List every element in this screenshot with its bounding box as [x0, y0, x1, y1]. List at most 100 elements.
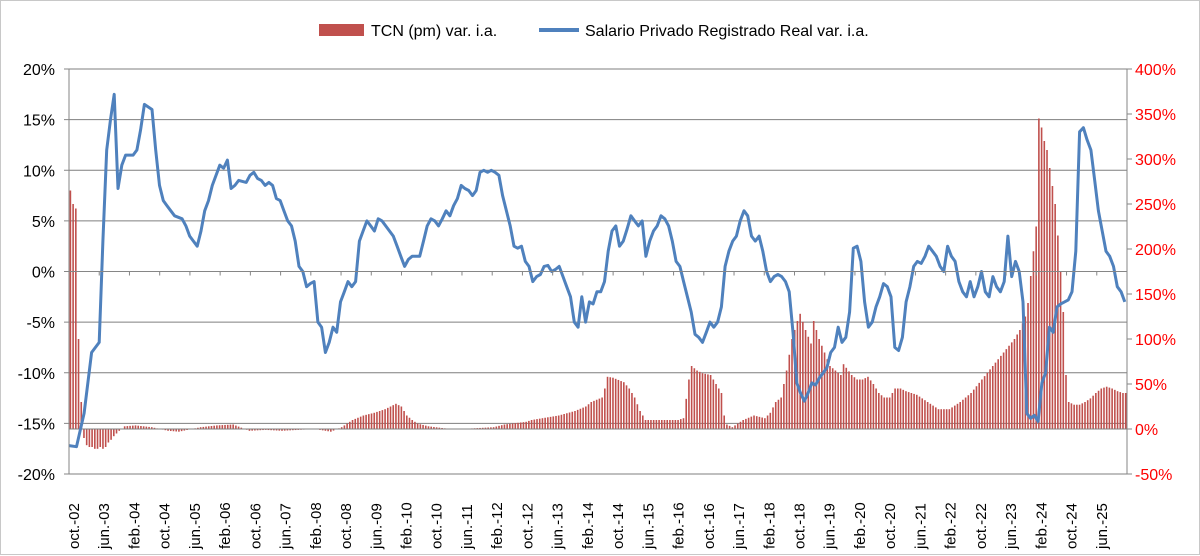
- tcn-bar: [91, 429, 93, 447]
- tcn-bar: [1122, 393, 1124, 429]
- tcn-bar: [674, 420, 677, 429]
- tcn-bar: [894, 388, 896, 429]
- tcn-bar: [604, 388, 606, 429]
- tcn-bar: [614, 378, 617, 429]
- tcn-bar: [799, 313, 801, 429]
- tcn-bar: [693, 368, 696, 429]
- tcn-bar: [642, 415, 644, 429]
- tcn-bar: [229, 424, 232, 429]
- tcn-bar: [321, 429, 324, 431]
- tcn-bar: [834, 370, 837, 429]
- tcn-bar: [422, 424, 424, 429]
- tcn-bar: [916, 394, 918, 429]
- tcn-bar: [647, 420, 650, 429]
- right-tick-label: 300%: [1135, 152, 1176, 169]
- tcn-bar: [183, 429, 186, 431]
- tcn-bar: [509, 423, 511, 429]
- tcn-bar: [845, 367, 848, 429]
- tcn-bar: [812, 321, 815, 429]
- tcn-bar: [500, 425, 503, 429]
- tcn-bar: [739, 421, 742, 429]
- tcn-bar: [696, 370, 698, 429]
- tcn-bar: [555, 415, 557, 429]
- tcn-bar: [609, 377, 612, 429]
- tcn-bar: [167, 429, 169, 431]
- tcn-bar: [419, 424, 422, 429]
- tcn-bar: [601, 397, 603, 429]
- tcn-bar: [129, 425, 131, 429]
- tcn-bar: [701, 373, 704, 429]
- x-tick-label: jun.-15: [640, 503, 657, 550]
- tcn-bar: [498, 425, 500, 429]
- tcn-bar: [218, 425, 221, 429]
- tcn-bar: [289, 429, 291, 431]
- tcn-bar: [172, 429, 175, 432]
- left-tick-label: 10%: [23, 163, 55, 180]
- x-tick-label: oct.-08: [338, 503, 355, 549]
- tcn-bar: [924, 400, 926, 429]
- tcn-bar: [96, 429, 99, 449]
- tcn-bar: [821, 345, 823, 429]
- x-tick-label: oct.-10: [429, 503, 446, 549]
- tcn-bar: [953, 405, 956, 429]
- tcn-bar: [137, 425, 140, 429]
- tcn-bar: [772, 407, 774, 429]
- tcn-bar: [709, 375, 712, 429]
- tcn-bar: [983, 376, 986, 429]
- tcn-bar: [574, 411, 576, 429]
- tcn-bar: [240, 427, 243, 429]
- tcn-bar: [981, 379, 983, 429]
- tcn-bar: [688, 379, 690, 429]
- tcn-bar: [351, 420, 354, 429]
- x-tick-label: jun.-25: [1094, 503, 1111, 550]
- tcn-bar: [717, 388, 720, 429]
- tcn-bar: [216, 425, 218, 429]
- tcn-bar: [164, 429, 167, 431]
- tcn-bar: [840, 375, 842, 429]
- x-tick-label: jun.-09: [368, 503, 385, 550]
- tcn-bar: [617, 379, 620, 429]
- tcn-bar: [102, 429, 104, 449]
- tcn-bar: [576, 409, 579, 429]
- tcn-bar: [606, 376, 609, 429]
- tcn-bar: [1097, 390, 1100, 429]
- tcn-bar: [1116, 391, 1119, 429]
- tcn-bar: [802, 321, 804, 429]
- tcn-bar: [547, 417, 549, 429]
- tcn-bar: [566, 413, 568, 429]
- tcn-bar: [330, 429, 332, 432]
- tcn-bar: [750, 416, 753, 429]
- tcn-bar-series: [69, 118, 1127, 449]
- tcn-bar: [506, 424, 508, 429]
- tcn-bar: [631, 393, 633, 429]
- tcn-bar: [755, 416, 758, 429]
- tcn-bar: [278, 429, 281, 431]
- tcn-bar: [793, 330, 796, 429]
- tcn-bar: [88, 429, 91, 447]
- x-tick-label: oct.-02: [66, 503, 83, 549]
- tcn-bar: [484, 427, 487, 429]
- tcn-bar: [77, 339, 80, 429]
- tcn-bar: [764, 418, 766, 429]
- tcn-bar: [658, 420, 660, 429]
- x-tick-label: feb.-10: [399, 502, 416, 549]
- tcn-bar: [880, 395, 883, 429]
- tcn-bar: [107, 429, 110, 443]
- right-tick-label: 150%: [1135, 287, 1176, 304]
- x-tick-label: oct.-04: [157, 503, 174, 549]
- tcn-bar: [899, 388, 902, 429]
- tcn-bar: [549, 416, 552, 429]
- tcn-bar: [414, 421, 416, 429]
- tcn-bar: [1105, 386, 1108, 429]
- tcn-bar: [669, 420, 671, 429]
- tcn-bar: [715, 384, 717, 429]
- tcn-bar: [389, 406, 392, 429]
- x-tick-label: jun.-05: [187, 503, 204, 550]
- tcn-bar: [1119, 392, 1122, 429]
- tcn-bar: [75, 208, 77, 429]
- left-tick-label: -5%: [27, 315, 55, 332]
- tcn-bar: [864, 378, 867, 429]
- tcn-bar: [967, 395, 970, 429]
- x-tick-label: oct.-14: [610, 503, 627, 549]
- tcn-bar: [113, 429, 115, 437]
